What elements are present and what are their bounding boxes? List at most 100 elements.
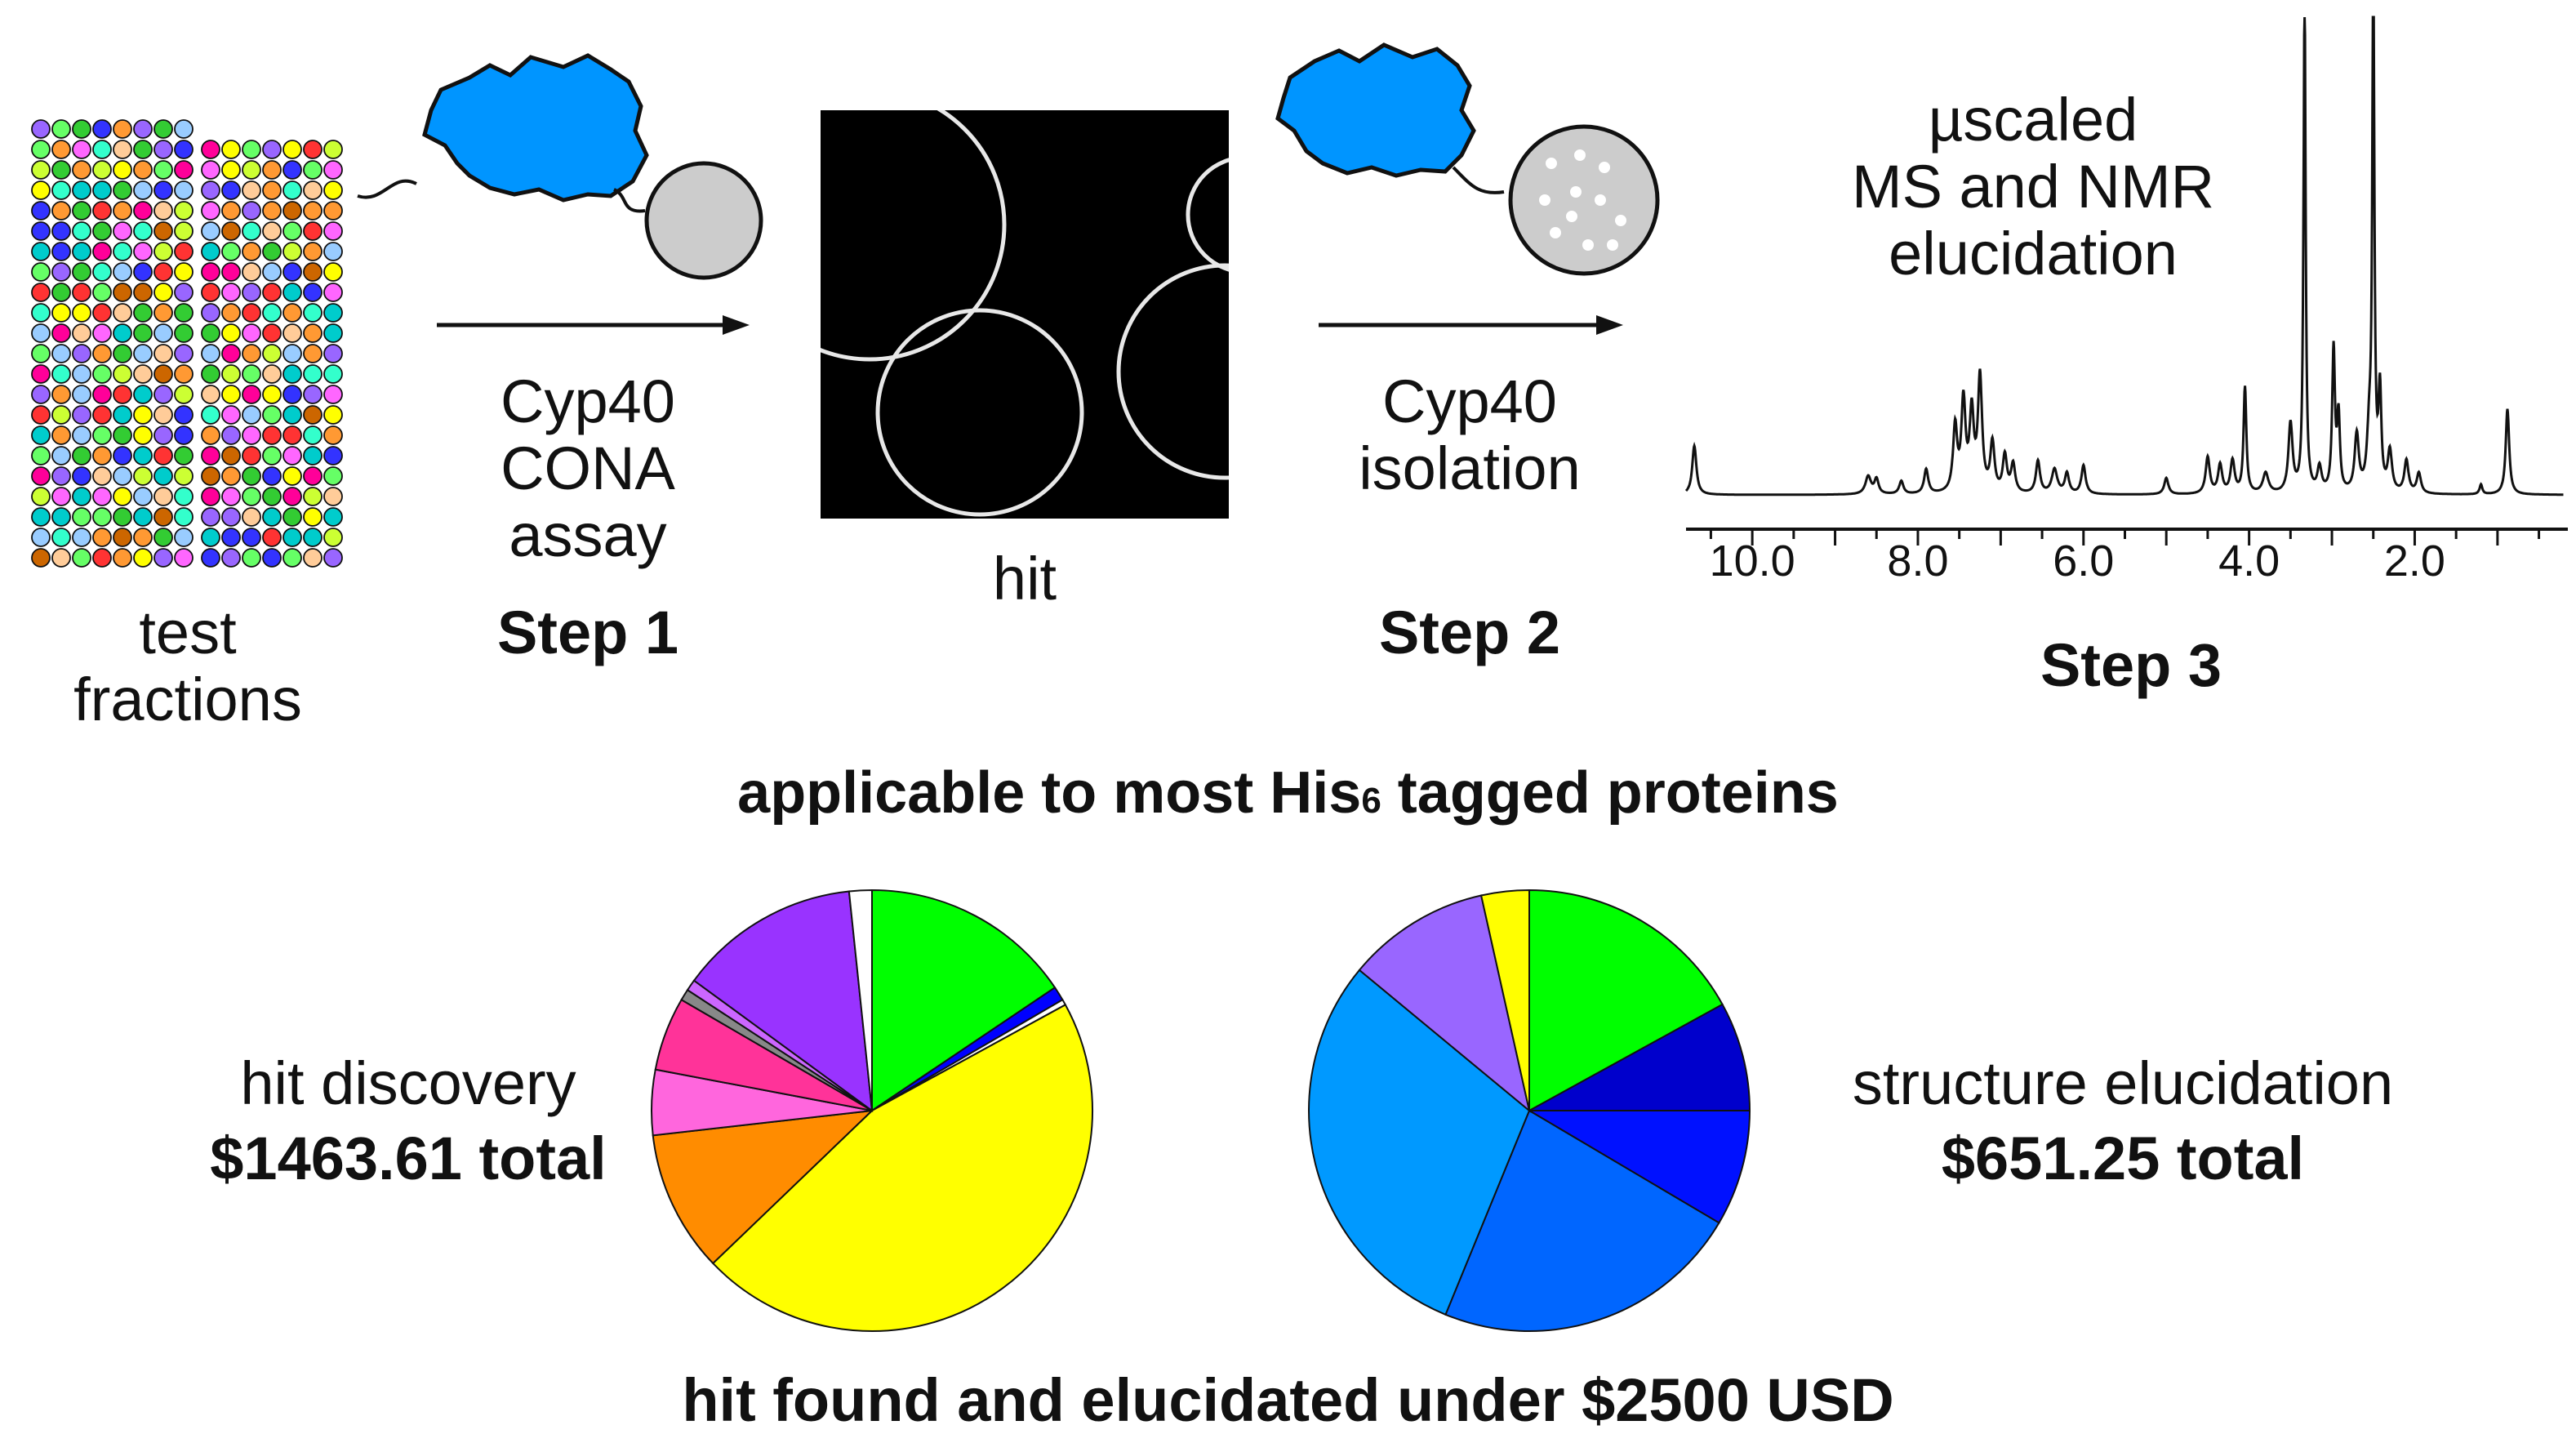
structure-label: structure elucidation <box>1852 1049 2394 1117</box>
fraction-well <box>201 425 220 445</box>
fraction-well <box>153 466 173 486</box>
elucidation-line2: MS and NMR <box>1851 153 2215 220</box>
pie-slice <box>1479 889 1530 1111</box>
fraction-well <box>242 507 261 527</box>
fraction-well <box>283 528 302 547</box>
fraction-well <box>303 303 323 323</box>
fraction-well <box>323 548 343 568</box>
fraction-well <box>92 262 112 282</box>
droplet-ring <box>821 110 1007 362</box>
nmr-tick-label: 6.0 <box>2053 537 2115 586</box>
tether-line <box>357 179 417 199</box>
fraction-well <box>92 180 112 200</box>
fraction-well <box>31 446 51 465</box>
step1-arrowhead-icon <box>723 315 750 335</box>
fraction-well <box>221 548 241 568</box>
fraction-well <box>31 180 51 200</box>
protein-blob-icon <box>1275 42 1476 178</box>
fraction-well <box>174 160 194 180</box>
fraction-well <box>323 221 343 241</box>
assay-line2: CONA <box>501 434 675 502</box>
fraction-well <box>72 119 91 139</box>
fraction-well <box>242 466 261 486</box>
fraction-well <box>51 262 71 282</box>
fraction-well <box>303 201 323 220</box>
fractions-label-line1: test <box>139 599 237 666</box>
fraction-well <box>51 323 71 343</box>
assay-line3: assay <box>509 501 667 569</box>
fraction-well <box>174 140 194 159</box>
fraction-well <box>262 466 282 486</box>
fraction-well <box>221 385 241 404</box>
fraction-well <box>92 507 112 527</box>
pie-slice <box>1528 1003 1751 1111</box>
fraction-well <box>242 446 261 465</box>
fraction-well <box>72 466 91 486</box>
fraction-well <box>201 528 220 547</box>
fraction-well <box>113 528 132 547</box>
pie-slice <box>848 889 873 1111</box>
test-fractions-grid <box>31 119 343 568</box>
fraction-well <box>51 487 71 506</box>
fraction-well <box>113 405 132 425</box>
fraction-well <box>174 364 194 384</box>
nmr-trace <box>1684 16 2564 497</box>
fraction-well <box>153 385 173 404</box>
applicable-suffix: tagged proteins <box>1381 760 1839 826</box>
applicable-subscript: 6 <box>1361 781 1381 821</box>
fraction-well <box>174 221 194 241</box>
fraction-well <box>221 344 241 363</box>
fraction-well <box>303 140 323 159</box>
fraction-well <box>133 364 153 384</box>
fraction-well <box>92 425 112 445</box>
fraction-well <box>262 262 282 282</box>
fraction-well <box>283 323 302 343</box>
fraction-well <box>323 344 343 363</box>
fraction-well <box>262 507 282 527</box>
pie-slice <box>692 890 874 1113</box>
nmr-spectrum <box>1684 16 2568 546</box>
fraction-well <box>303 466 323 486</box>
fraction-well <box>323 385 343 404</box>
fraction-well <box>283 242 302 261</box>
fraction-well <box>31 262 51 282</box>
fraction-well <box>113 446 132 465</box>
fraction-well <box>283 160 302 180</box>
fraction-well <box>72 303 91 323</box>
fraction-well <box>51 405 71 425</box>
fraction-well <box>51 466 71 486</box>
fraction-well <box>72 507 91 527</box>
fraction-well <box>221 466 241 486</box>
pie-slice <box>652 1109 874 1265</box>
fraction-well <box>31 528 51 547</box>
fraction-well <box>221 242 241 261</box>
fraction-well <box>133 507 153 527</box>
fraction-well <box>133 528 153 547</box>
fraction-well <box>221 303 241 323</box>
fraction-well <box>221 446 241 465</box>
fraction-well <box>92 201 112 220</box>
fraction-well <box>51 548 71 568</box>
pie-slice <box>711 1004 1094 1333</box>
fraction-well <box>323 180 343 200</box>
pie-slice <box>871 889 1057 1112</box>
fraction-well <box>323 487 343 506</box>
fraction-well <box>72 180 91 200</box>
structure-total: $651.25 total <box>1941 1125 2305 1192</box>
fraction-well <box>242 487 261 506</box>
fraction-well <box>242 364 261 384</box>
fraction-well <box>72 262 91 282</box>
fraction-well <box>51 507 71 527</box>
fraction-well <box>262 283 282 302</box>
fraction-well <box>323 262 343 282</box>
isolation-line1: Cyp40 <box>1382 367 1557 435</box>
fraction-well <box>133 283 153 302</box>
isolation-label: Cyp40 isolation <box>1315 372 1625 499</box>
fraction-well <box>174 507 194 527</box>
fraction-well <box>153 221 173 241</box>
fraction-well <box>221 323 241 343</box>
fraction-well <box>133 119 153 139</box>
fraction-well <box>283 466 302 486</box>
fraction-well <box>92 242 112 261</box>
fraction-well <box>323 446 343 465</box>
